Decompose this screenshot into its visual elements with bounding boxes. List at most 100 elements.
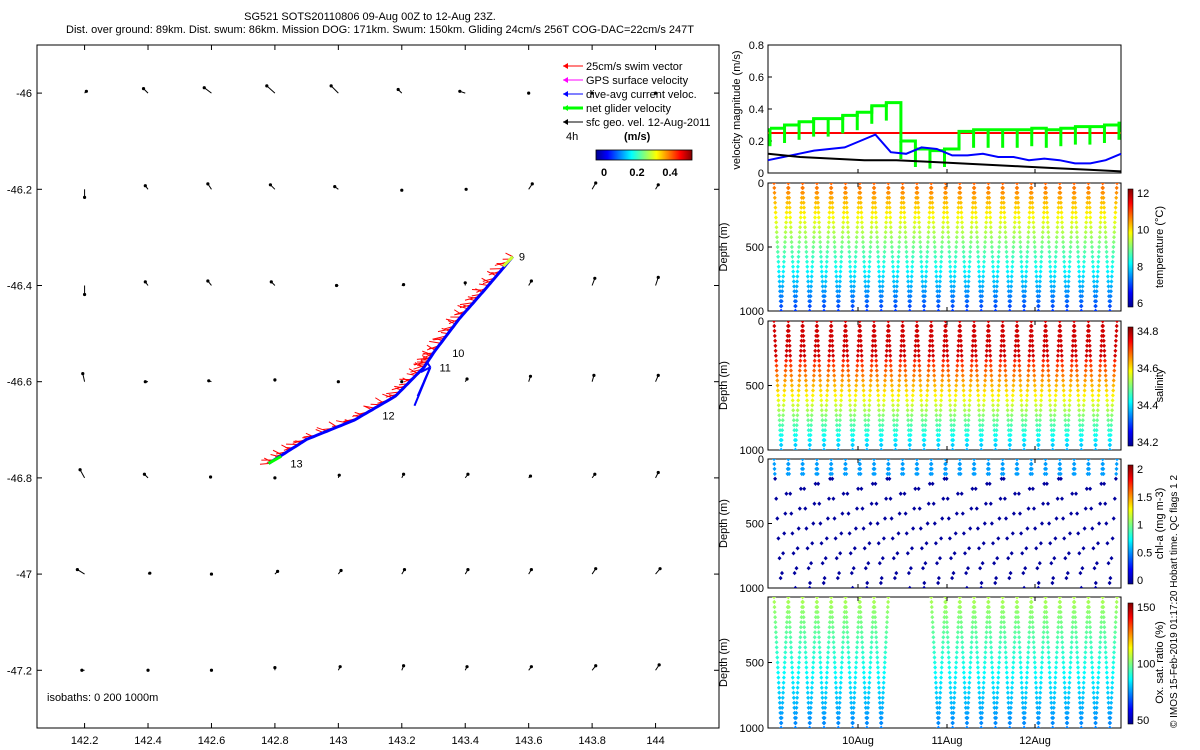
profile-marker (1087, 620, 1092, 625)
profile-marker (1089, 373, 1094, 378)
profile-marker (827, 630, 832, 635)
profile-marker (783, 239, 787, 245)
profile-marker (1036, 303, 1041, 309)
profile-marker (940, 378, 945, 383)
profile-marker (1010, 259, 1015, 265)
profile-marker (1002, 205, 1006, 210)
profile-marker (1109, 413, 1114, 418)
profile-marker (794, 289, 799, 294)
profile-marker (1025, 665, 1030, 670)
profile-marker (981, 413, 986, 418)
profile-marker (805, 680, 810, 685)
profile-marker (897, 230, 902, 235)
profile-marker (1112, 358, 1117, 363)
profile-marker (939, 675, 944, 680)
profile-marker (1002, 210, 1007, 215)
profile-marker (955, 225, 960, 230)
profile-marker (881, 274, 886, 279)
profile-marker (1030, 625, 1035, 630)
profile-marker (916, 353, 921, 358)
profile-marker (1002, 496, 1007, 501)
profile-marker (1052, 274, 1057, 279)
profile-marker (886, 185, 891, 191)
profile-marker (870, 215, 875, 220)
profile-marker (845, 220, 850, 225)
profile-marker (979, 715, 984, 721)
profile-marker (858, 185, 862, 191)
profile-marker (999, 625, 1003, 630)
profile-marker (836, 725, 841, 728)
profile-marker (988, 210, 992, 215)
profile-marker (936, 720, 941, 726)
profile-marker (841, 640, 845, 645)
profile-marker (898, 220, 903, 225)
profile-marker (904, 531, 909, 536)
profile-marker (902, 358, 907, 363)
profile-marker (774, 358, 779, 363)
profile-marker (796, 254, 801, 260)
profile-marker (1114, 323, 1119, 329)
profile-marker (782, 383, 787, 388)
profile-marker (850, 308, 855, 311)
profile-marker (791, 690, 796, 695)
profile-marker (1053, 254, 1058, 260)
profile-marker (798, 635, 803, 640)
profile-marker (873, 210, 878, 215)
profile-marker (1022, 710, 1027, 716)
profile-marker (1103, 230, 1108, 235)
profile-marker (1034, 690, 1039, 695)
profile-marker (1035, 705, 1040, 710)
profile-marker (1083, 640, 1088, 645)
profile-marker (1097, 373, 1102, 378)
profile-marker (810, 259, 815, 265)
profile-marker (853, 526, 858, 531)
profile-marker (779, 725, 784, 728)
profile-marker (959, 491, 964, 496)
profile-marker (865, 720, 870, 726)
profile-marker (791, 408, 796, 413)
profile-marker (855, 645, 859, 650)
profile-marker (912, 506, 917, 511)
profile-marker (1104, 383, 1109, 388)
profile-marker (797, 368, 802, 373)
legend-arrowhead (563, 77, 568, 83)
profile-marker (929, 185, 934, 191)
profile-marker (1054, 235, 1059, 240)
profile-marker (1077, 423, 1082, 428)
legend-interval: 4h (566, 131, 578, 143)
profile-marker (1024, 264, 1029, 269)
profile-marker (991, 264, 995, 269)
profile-marker (960, 220, 964, 225)
profile-marker (985, 620, 989, 625)
profile-marker (805, 408, 810, 413)
profile-marker (1010, 685, 1014, 690)
profile-marker (816, 200, 820, 205)
profile-marker (976, 254, 981, 260)
profile-marker (972, 185, 977, 191)
profile-marker (1037, 432, 1042, 438)
profile-marker (836, 442, 841, 448)
profile-marker (1062, 536, 1067, 541)
profile-marker (840, 235, 845, 240)
profile-marker (887, 200, 892, 205)
profile-marker (1016, 620, 1021, 625)
profile-marker (836, 308, 841, 311)
profile-marker (982, 254, 987, 260)
sfc-geo-vector-head (401, 664, 406, 668)
profile-marker (995, 408, 1000, 413)
sfc-geo-vector-head (594, 181, 598, 185)
profile-marker (830, 620, 835, 625)
profile-marker (847, 249, 852, 255)
profile-marker (886, 459, 891, 462)
profile-marker (1098, 640, 1103, 645)
profile-marker (899, 200, 904, 205)
profile-marker (849, 700, 854, 705)
profile-marker (1038, 264, 1043, 269)
profile-marker (776, 680, 781, 685)
profile-marker (834, 695, 839, 700)
profile-marker (944, 476, 949, 482)
profile-marker (891, 418, 896, 423)
sfc-geo-vector-head (75, 567, 79, 572)
profile-marker (868, 239, 873, 245)
profile-marker (827, 215, 832, 220)
